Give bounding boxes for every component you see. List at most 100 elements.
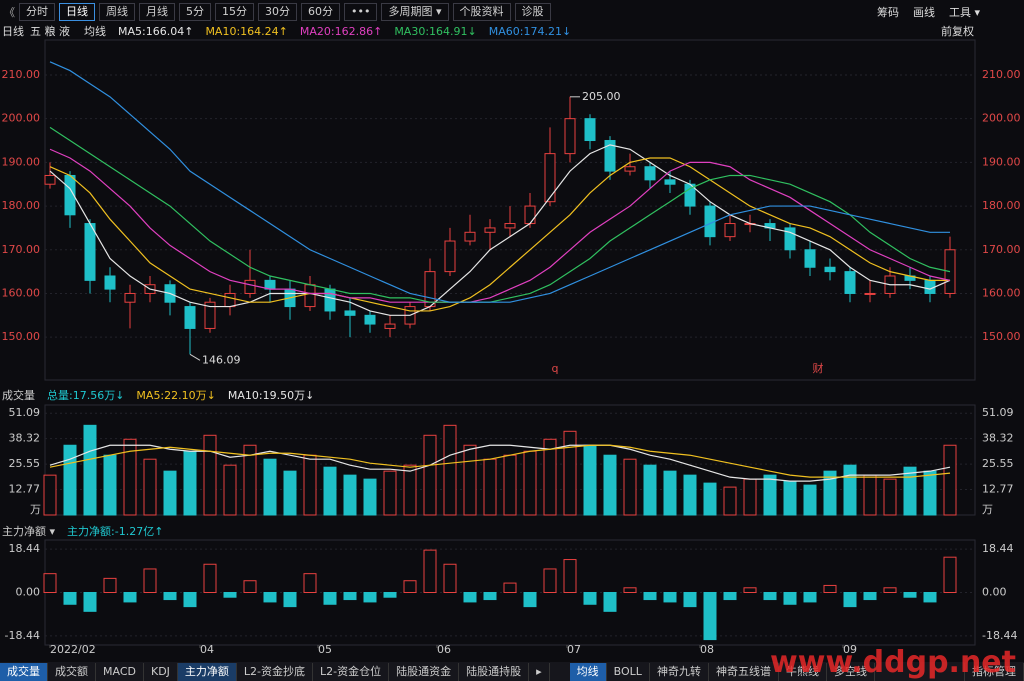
toolbar-button[interactable]: 多周期图 ▾ xyxy=(381,3,449,21)
volume-bar xyxy=(243,444,257,516)
indicator-tab[interactable]: L2-资金抄底 xyxy=(237,662,314,681)
candle-body xyxy=(944,249,956,294)
volume-bar xyxy=(323,466,337,516)
volume-bar xyxy=(223,464,237,516)
toolbar-button[interactable]: 工具 ▾ xyxy=(948,6,980,19)
candle-body xyxy=(244,279,256,294)
volume-bar xyxy=(663,470,677,516)
volume-bar xyxy=(563,430,577,516)
volume-bar xyxy=(703,482,717,516)
volume-bar xyxy=(623,458,637,516)
volume-bar xyxy=(543,438,557,516)
toolbar-button[interactable]: 画线 xyxy=(912,6,935,19)
ma-legend-item: MA5:166.04↑ xyxy=(118,24,194,38)
volume-bar xyxy=(103,454,117,516)
indicator-tab[interactable]: 成交额 xyxy=(48,662,96,681)
candle-body xyxy=(284,288,296,308)
candle-body xyxy=(484,227,496,233)
volume-bar xyxy=(743,478,757,516)
ma-legend-item: MA60:174.21↓ xyxy=(488,24,572,38)
volume-bar xyxy=(283,470,297,516)
volume-bar xyxy=(143,458,157,516)
volume-ma-line xyxy=(49,444,951,482)
y-tick-label-right: 38.32 xyxy=(982,432,1014,445)
indicator-tab[interactable]: 神奇九转 xyxy=(650,662,709,681)
adjust[interactable]: 前复权 xyxy=(941,25,974,38)
ma-button[interactable]: 均线 xyxy=(84,25,106,38)
toolbar-button[interactable]: 日线 xyxy=(59,3,95,21)
toolbar-button[interactable]: 个股资料 xyxy=(452,3,511,21)
flow-bar xyxy=(723,592,737,601)
flow-bar xyxy=(143,568,157,593)
candle-body xyxy=(664,179,676,185)
y-tick-label-right: 12.77 xyxy=(982,483,1014,496)
toolbar-button[interactable]: 月线 xyxy=(139,3,175,21)
candle-body xyxy=(584,118,596,142)
volume-bar xyxy=(723,486,737,516)
indicator-tab[interactable]: ▸ xyxy=(529,662,550,681)
flow-bar xyxy=(863,592,877,601)
annotation: 205.00 xyxy=(582,90,621,103)
indicator-tab[interactable]: 多空线 xyxy=(827,662,875,681)
volume-bar xyxy=(643,464,657,516)
flow-bar xyxy=(343,592,357,601)
ma-legend-item: MA30:164.91↓ xyxy=(394,24,477,38)
flow-bar xyxy=(443,563,457,594)
y-tick-label: 0.00 xyxy=(16,586,41,599)
candle-body xyxy=(644,166,656,181)
flow-bar xyxy=(103,577,117,594)
unit-label-right: 万 xyxy=(982,503,993,516)
indicator-tab[interactable]: 神奇五线谱 xyxy=(709,662,779,681)
toolbar-button[interactable]: 5分 xyxy=(179,3,211,21)
toolbar-button[interactable]: 筹码 xyxy=(876,6,899,19)
y-tick-label-right: 200.00 xyxy=(982,112,1021,125)
toolbar-button[interactable]: 30分 xyxy=(258,3,297,21)
toolbar-button[interactable]: 诊股 xyxy=(514,3,551,21)
flow-title[interactable]: 主力净额 ▾ xyxy=(2,525,56,538)
indicator-tab[interactable]: 成交量 xyxy=(0,662,48,681)
y-tick-label: 38.32 xyxy=(9,432,41,445)
flow-bar xyxy=(663,592,677,603)
flow-bar xyxy=(763,592,777,601)
watermark: www.ddgp.net xyxy=(770,645,1016,680)
candle-body xyxy=(844,271,856,294)
flow-bar xyxy=(803,592,817,603)
candle-body xyxy=(224,292,236,308)
indicator-tab[interactable]: KDJ xyxy=(144,662,178,681)
indicator-tab[interactable]: 主力净额 xyxy=(177,662,237,681)
toolbar-button[interactable]: 《 xyxy=(4,6,15,19)
annotation-line xyxy=(189,353,201,361)
stock-name: 五 粮 液 xyxy=(30,25,70,38)
toolbar-button[interactable]: 分时 xyxy=(19,3,55,21)
candle-body xyxy=(344,310,356,316)
toolbar-button[interactable]: 周线 xyxy=(99,3,135,21)
volume-bar xyxy=(43,474,57,516)
candle-body xyxy=(44,174,56,185)
indicator-tab[interactable]: 均线 xyxy=(569,662,607,681)
y-tick-label: 150.00 xyxy=(2,330,41,343)
indicator-tab[interactable]: MACD xyxy=(96,662,144,681)
toolbar: 《分时 日线 周线 月线 5分 15分 30分 60分 ••• 多周期图 ▾ 个股资料 诊股 筹码 画线工… xyxy=(0,2,1024,22)
volume-bar xyxy=(443,424,457,516)
unit-label: 万 xyxy=(30,503,41,516)
event-marker: q xyxy=(552,362,559,375)
flow-header: 主力净额 ▾ 主力净额:-1.27亿↑ xyxy=(0,524,1024,538)
volume-bar xyxy=(343,474,357,516)
toolbar-button[interactable]: 60分 xyxy=(301,3,340,21)
indicator-tab[interactable]: L2-资金仓位 xyxy=(313,662,390,681)
indicator-tab[interactable]: BOLL xyxy=(607,662,650,681)
flow-bar xyxy=(583,592,597,605)
volume-bar xyxy=(863,474,877,516)
indicator-tab[interactable]: 陆股通资金 xyxy=(389,662,460,681)
indicator-tab[interactable]: 陆股通持股 xyxy=(459,662,530,681)
toolbar-button[interactable]: 15分 xyxy=(215,3,254,21)
indicator-tab[interactable]: 牛熊线 xyxy=(779,662,827,681)
volume-header: 成交量 总量:17.56万↓ MA5:22.10万↓ MA10:19.50万↓ xyxy=(0,388,1024,402)
candle-body xyxy=(104,275,116,290)
y-tick-label: 18.44 xyxy=(9,542,41,555)
bottom-tabs: 成交量 成交额 MACD KDJ 主力净额 L2-资金抄底 L2-资金仓位 陆股通资金 陆股通持… xyxy=(0,662,1024,681)
ma-legend: MA5:166.04↑ MA10:164.24↑ MA20:162.86↑ MA30:… xyxy=(106,25,571,38)
toolbar-button[interactable]: ••• xyxy=(344,3,378,21)
